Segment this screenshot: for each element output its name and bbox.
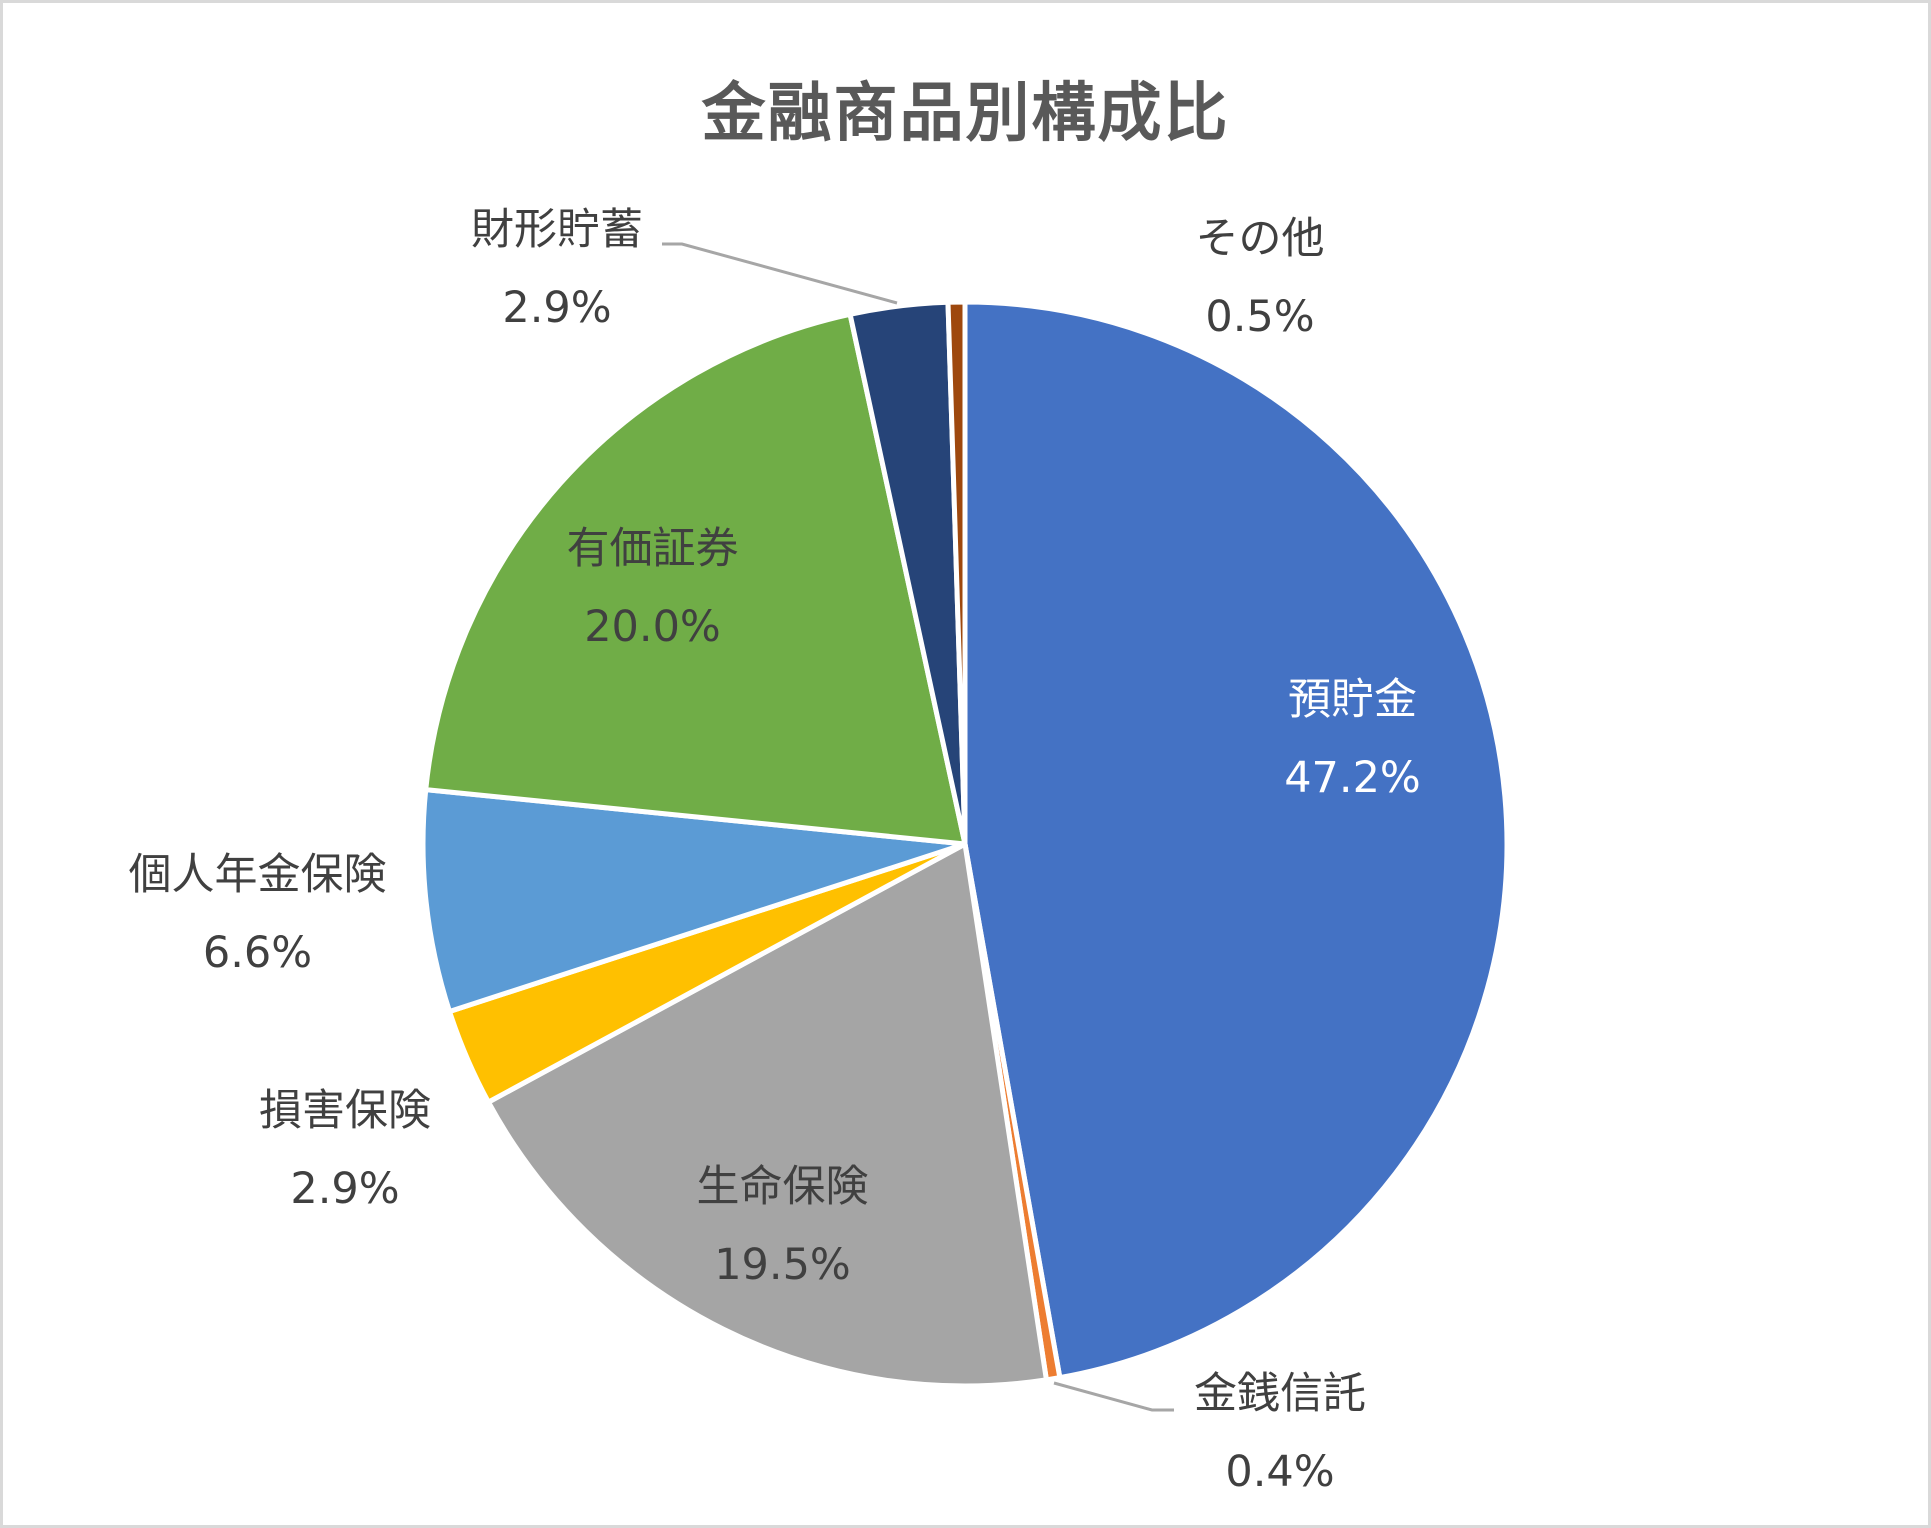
data-label-sonota: その他 0.5% [1180, 200, 1340, 356]
data-label-yuka-shoken: 有価証券 20.0% [550, 510, 755, 666]
data-label-kojin-nenkin: 個人年金保険 6.6% [105, 836, 410, 992]
data-label-value: 0.4% [1225, 1447, 1335, 1497]
pie-slice-6 [423, 311, 968, 847]
pie-slice-1 [962, 299, 1510, 1381]
data-label-yochokin: 預貯金 47.2% [1250, 661, 1455, 817]
data-label-value: 6.6% [202, 928, 313, 978]
data-label-category: 財形貯蓄 [471, 205, 643, 255]
data-label-category: その他 [1195, 214, 1325, 264]
data-label-value: 20.0% [584, 602, 721, 652]
data-label-kinsen-shintaku: 金銭信託 0.4% [1175, 1355, 1385, 1511]
data-label-category: 生命保険 [696, 1162, 869, 1212]
data-label-category: 有価証券 [566, 524, 739, 574]
leader-line-kinsen-shintaku [1053, 1381, 1174, 1412]
data-label-category: 個人年金保険 [128, 850, 387, 900]
data-label-category: 損害保険 [259, 1086, 431, 1136]
data-label-value: 0.5% [1205, 292, 1315, 342]
data-label-value: 19.5% [714, 1240, 851, 1290]
pie-slice-3 [485, 841, 1049, 1389]
pie-slice-5 [420, 787, 968, 1014]
data-label-songai-hoken: 損害保険 2.9% [240, 1072, 450, 1228]
data-label-seimei-hoken: 生命保険 19.5% [680, 1148, 885, 1304]
chart-title: 金融商品別構成比 [701, 77, 1230, 151]
data-label-category: 金銭信託 [1194, 1369, 1366, 1419]
data-label-category: 預貯金 [1288, 675, 1417, 725]
data-label-value: 2.9% [502, 283, 612, 333]
pie-slice-8 [945, 299, 968, 847]
data-label-zaikei-chochiku: 財形貯蓄 2.9% [452, 191, 662, 347]
leader-line-zaikei [662, 242, 898, 305]
data-label-value: 2.9% [290, 1164, 400, 1214]
data-label-value: 47.2% [1284, 753, 1421, 803]
